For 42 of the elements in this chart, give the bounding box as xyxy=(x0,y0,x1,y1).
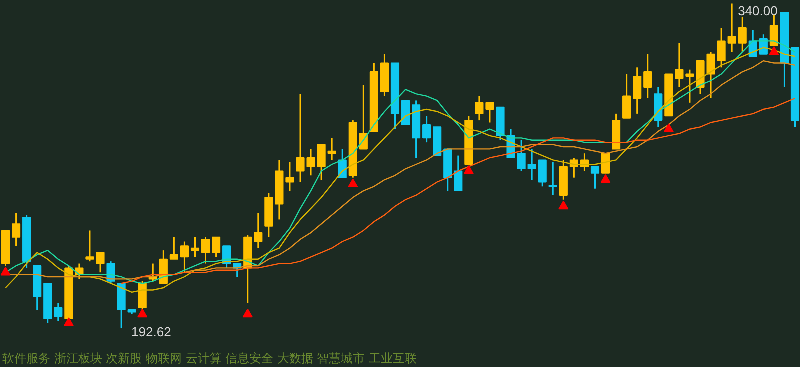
point xyxy=(242,308,253,318)
annotation: 340.00 xyxy=(738,4,778,19)
point xyxy=(64,318,74,326)
candlestick xyxy=(517,140,526,172)
candlestick xyxy=(622,74,632,120)
candlestick xyxy=(170,236,178,260)
candlestick xyxy=(770,14,778,46)
candlestick xyxy=(328,137,336,161)
candlestick xyxy=(212,236,221,258)
candlestick xyxy=(738,16,747,53)
candlestick xyxy=(590,166,600,190)
candlestick xyxy=(317,144,326,181)
point xyxy=(348,178,358,188)
candlestick xyxy=(286,162,294,192)
point xyxy=(464,166,474,174)
candlestick xyxy=(644,54,652,100)
candlestick xyxy=(717,27,726,68)
candlestick xyxy=(180,240,189,274)
point xyxy=(138,308,148,318)
candlestick xyxy=(12,212,21,247)
candlestick xyxy=(201,236,210,265)
candlestick xyxy=(54,302,63,322)
candlestick xyxy=(454,155,463,192)
point xyxy=(558,200,569,210)
candlestick xyxy=(538,159,547,188)
point xyxy=(769,46,780,56)
candlestick xyxy=(528,148,536,181)
candlestick xyxy=(728,3,736,53)
candlestick xyxy=(570,157,578,179)
candlestick xyxy=(254,212,263,250)
candlestick xyxy=(675,42,684,88)
point xyxy=(0,266,11,276)
candlestick xyxy=(422,115,432,144)
point xyxy=(664,124,674,132)
point xyxy=(600,174,611,184)
candlestick xyxy=(486,102,494,124)
candlestick xyxy=(475,96,484,122)
candlestick xyxy=(633,66,642,115)
annotation: 192.62 xyxy=(132,324,172,340)
candlestick xyxy=(580,152,589,172)
candlestick xyxy=(190,236,200,258)
text: 软件服务 浙江板块 次新股 物联网 云计算 信息安全 大数据 智慧城市 工业互联 xyxy=(2,352,418,366)
